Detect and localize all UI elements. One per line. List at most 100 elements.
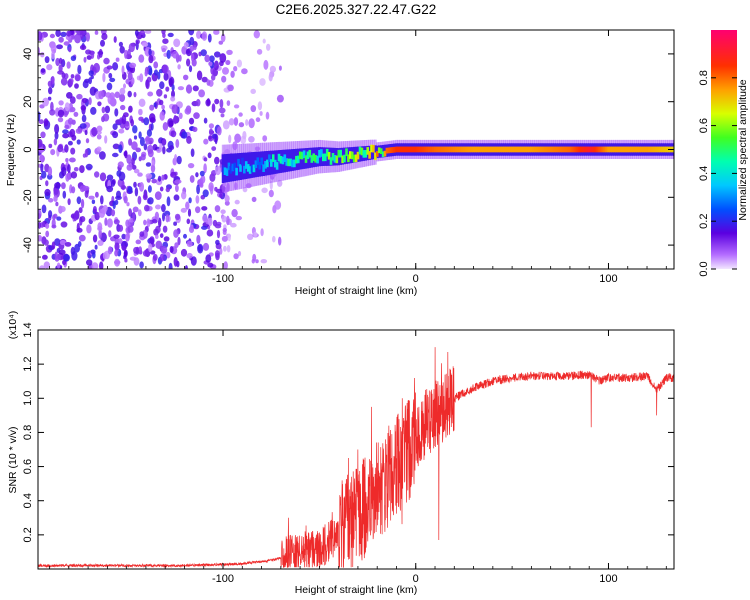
spectrogram-noise-blob xyxy=(99,151,106,160)
spectrogram-noise-blob xyxy=(85,49,92,55)
spectrogram-noise-blob xyxy=(66,30,72,37)
spectrogram-noise-blob xyxy=(201,31,208,41)
spectrogram-ridge-core xyxy=(289,158,292,167)
spectrogram-noise-blob xyxy=(116,190,121,199)
spectrogram-ridge-core xyxy=(568,146,572,153)
spectrogram-ridge-core xyxy=(273,159,277,168)
spectrogram-ridge-core xyxy=(403,146,406,153)
y-tick-label: 0 xyxy=(22,146,34,152)
spectrogram-noise-blob xyxy=(137,209,142,217)
spectrogram-noise-blob xyxy=(74,83,79,89)
spectrogram-ridge-core xyxy=(616,146,620,153)
spectrogram-noise-blob xyxy=(114,258,120,267)
spectrogram-noise-blob xyxy=(161,139,166,145)
spectrogram-ridge-core xyxy=(350,151,354,160)
spectrogram-panel: -100 0 100 -40 -20 0 20 40 Height of straight … xyxy=(5,29,675,297)
spectrogram-ridge-core xyxy=(561,146,564,153)
spectrogram-noise-blob xyxy=(140,154,146,161)
spectrogram-ridge-core xyxy=(537,146,541,153)
y-tick-label: 40 xyxy=(22,48,34,60)
spectrogram-noise-blob xyxy=(214,51,221,58)
spectrogram-noise-blob xyxy=(64,242,72,247)
spectrogram-ridge-core xyxy=(661,146,664,153)
spectrogram-ridge-core xyxy=(297,155,300,164)
spectrogram-noise-blob xyxy=(195,206,201,214)
spectrogram-noise-blob xyxy=(139,261,144,269)
spectrogram-noise-blob xyxy=(253,231,258,237)
spectrogram-noise-blob xyxy=(193,44,197,51)
snr-y-label: SNR (10 * v/v) xyxy=(7,426,19,493)
spectrogram-ridge-core xyxy=(651,146,655,153)
spectrogram-noise-blob xyxy=(92,234,98,243)
spectrogram-noise-blob xyxy=(168,262,173,269)
spectrogram-noise-blob xyxy=(167,32,174,38)
spectrogram-ridge-core xyxy=(360,147,364,156)
spectrogram-noise-blob xyxy=(161,104,165,110)
spectrogram-ridge-core xyxy=(366,147,369,155)
spectrogram-noise-blob xyxy=(143,219,147,226)
spectrogram-ridge-core xyxy=(295,155,298,164)
spectrogram-noise-blob xyxy=(196,184,201,195)
spectrogram-noise-blob xyxy=(104,217,108,226)
spectrogram-noise-blob xyxy=(166,196,171,207)
spectrogram-ridge-core xyxy=(480,146,483,153)
spectrogram-ridge-core xyxy=(244,161,248,169)
spectrogram-noise-blob xyxy=(83,56,87,63)
spectrogram-noise-blob xyxy=(219,247,223,255)
spectrogram-noise-blob xyxy=(38,31,43,41)
spectrogram-ridge-core xyxy=(325,148,329,157)
spectrogram-ridge-core xyxy=(526,146,529,153)
spectrogram-ridge-core xyxy=(281,156,285,165)
spectrogram-noise-blob xyxy=(97,101,102,107)
spectrogram-noise-blob xyxy=(186,218,191,225)
spectrogram-ridge-core xyxy=(271,154,275,162)
spectrogram-noise-blob xyxy=(171,90,175,99)
spectrogram-noise-blob xyxy=(241,68,248,75)
spectrogram-noise-blob xyxy=(88,97,92,106)
spectrogram-ridge-core xyxy=(268,154,271,162)
spectrogram-noise-blob xyxy=(71,186,76,194)
spectrogram-noise-blob xyxy=(102,72,106,83)
spectrogram-ridge-core xyxy=(343,154,346,163)
spectrogram-noise-blob xyxy=(172,50,179,59)
spectrogram-ridge-core xyxy=(339,149,342,158)
spectrogram-ridge-core xyxy=(607,146,610,153)
spectrogram-ridge-core xyxy=(543,146,547,153)
spectrogram-ridge-core xyxy=(377,147,381,154)
spectrogram-noise-blob xyxy=(54,182,61,189)
spectrogram-noise-blob xyxy=(133,257,140,266)
spectrogram-noise-blob xyxy=(133,135,138,140)
spectrogram-noise-blob xyxy=(119,87,126,95)
spectrogram-noise-blob xyxy=(222,120,230,130)
spectrogram-ridge-core xyxy=(460,146,464,153)
x-tick-label: 0 xyxy=(413,573,419,585)
spectrogram-noise-blob xyxy=(251,196,257,203)
spectrogram-noise-blob xyxy=(216,229,221,239)
spectrogram-ridge-core xyxy=(383,150,387,157)
spectrogram-noise-blob xyxy=(200,175,206,184)
spectrogram-noise-blob xyxy=(166,49,171,60)
spectrogram-noise-blob xyxy=(45,230,50,238)
spectrogram-noise-blob xyxy=(159,186,164,192)
spectrogram-noise-blob xyxy=(134,30,139,36)
spectrogram-noise-blob xyxy=(188,197,192,204)
spectrogram-ridge-core xyxy=(412,146,416,153)
spectrogram-x-ticks: -100 0 100 xyxy=(49,30,667,285)
spectrogram-ridge-core xyxy=(331,153,335,161)
spectrogram-ridge-core xyxy=(362,150,366,158)
spectrogram-ridge-core xyxy=(586,146,589,153)
spectrogram-noise-blob xyxy=(113,219,120,225)
spectrogram-ridge-core xyxy=(312,153,315,161)
spectrogram-ridge-core xyxy=(246,164,250,172)
spectrogram-noise-blob xyxy=(125,233,130,242)
spectrogram-noise-blob xyxy=(144,30,152,34)
spectrogram-noise-blob xyxy=(67,117,74,125)
spectrogram-noise-blob xyxy=(213,60,219,71)
spectrogram-noise-blob xyxy=(181,191,187,200)
spectrogram-noise-blob xyxy=(113,234,120,239)
spectrogram-noise-blob xyxy=(272,235,276,243)
colorbar-tick-label: 0.2 xyxy=(698,214,710,229)
spectrogram-ridge-core xyxy=(458,146,462,153)
spectrogram-noise-blob xyxy=(147,197,154,205)
spectrogram-noise-blob xyxy=(63,253,70,262)
